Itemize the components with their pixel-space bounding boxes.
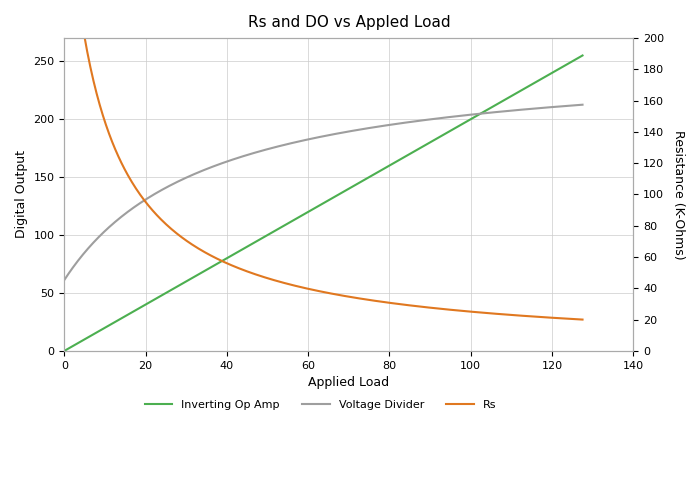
Line: Inverting Op Amp: Inverting Op Amp xyxy=(64,56,582,351)
Inverting Op Amp xyxy=(578,53,587,59)
Inverting Op Amp xyxy=(341,188,349,194)
Voltage Divider xyxy=(341,129,349,135)
Y-axis label: Resistance (K-Ohms): Resistance (K-Ohms) xyxy=(672,130,685,259)
Rs xyxy=(485,311,494,316)
Rs xyxy=(309,287,318,293)
Inverting Op Amp xyxy=(307,208,315,214)
X-axis label: Applied Load: Applied Load xyxy=(308,376,389,389)
Voltage Divider xyxy=(369,125,377,131)
Inverting Op Amp xyxy=(485,106,494,112)
Inverting Op Amp xyxy=(309,206,318,212)
Line: Voltage Divider: Voltage Divider xyxy=(64,105,582,280)
Inverting Op Amp xyxy=(566,60,574,65)
Voltage Divider xyxy=(566,103,574,108)
Voltage Divider xyxy=(309,135,318,141)
Rs xyxy=(578,317,587,323)
Legend: Inverting Op Amp, Voltage Divider, Rs: Inverting Op Amp, Voltage Divider, Rs xyxy=(140,395,500,414)
Voltage Divider xyxy=(307,136,315,142)
Y-axis label: Digital Output: Digital Output xyxy=(15,150,28,239)
Rs xyxy=(566,316,574,322)
Rs xyxy=(369,298,377,303)
Title: Rs and DO vs Appled Load: Rs and DO vs Appled Load xyxy=(248,15,450,30)
Rs xyxy=(341,293,349,299)
Inverting Op Amp xyxy=(369,172,377,178)
Inverting Op Amp xyxy=(60,348,69,354)
Voltage Divider xyxy=(485,110,494,116)
Voltage Divider xyxy=(60,277,69,283)
Voltage Divider xyxy=(578,102,587,108)
Rs xyxy=(307,287,315,292)
Line: Rs: Rs xyxy=(64,0,582,320)
